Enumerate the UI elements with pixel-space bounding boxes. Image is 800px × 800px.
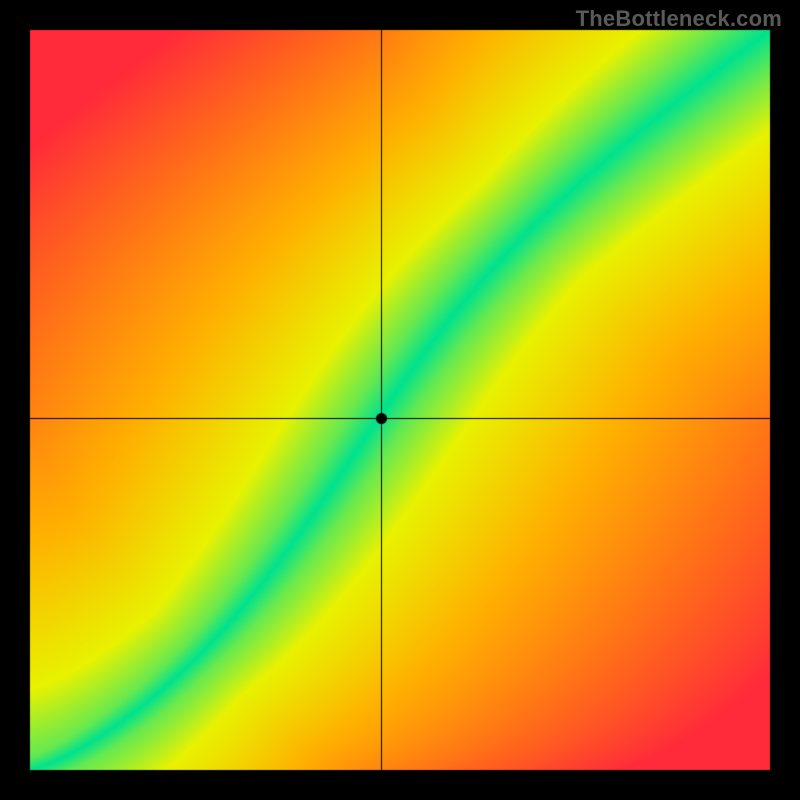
bottleneck-heatmap [0, 0, 800, 800]
chart-container: TheBottleneck.com [0, 0, 800, 800]
watermark-text: TheBottleneck.com [576, 6, 782, 32]
